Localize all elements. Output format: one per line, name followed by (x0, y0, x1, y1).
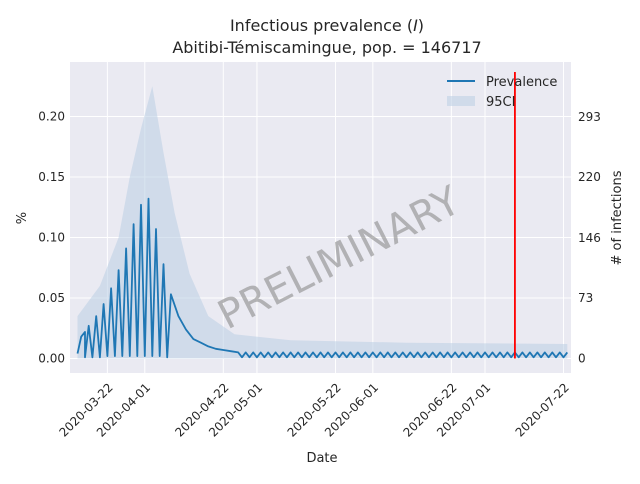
y2-tick-label: 73 (578, 291, 593, 305)
legend-ci-label: 95CI (486, 95, 515, 110)
chart-title: Infectious prevalence (I) (230, 16, 424, 35)
y2-tick-labels: 0 73 146 220 293 (578, 110, 601, 366)
x-axis-label: Date (306, 451, 337, 466)
y-axis-label: % (15, 212, 30, 224)
ci-band (77, 86, 568, 359)
y-tick-label: 0.10 (38, 230, 65, 244)
y2-tick-label: 146 (578, 231, 601, 245)
title-symbol: I (413, 16, 418, 35)
y-tick-label: 0.20 (38, 109, 65, 123)
y2-tick-label: 293 (578, 110, 601, 124)
prevalence-line-layer (76, 197, 569, 359)
x-tick-label: 2020-07-22 (513, 380, 572, 439)
y-tick-label: 0.15 (38, 170, 65, 184)
y-tick-labels: 0.00 0.05 0.10 0.15 0.20 (38, 109, 65, 365)
y2-axis-label: # of infections (610, 170, 625, 265)
y2-tick-label: 220 (578, 170, 601, 184)
y2-tick-label: 0 (578, 351, 586, 365)
y-tick-label: 0.05 (38, 291, 65, 305)
legend: Prevalence 95CI (447, 75, 557, 110)
ci-band-layer (77, 86, 568, 359)
title-suffix: ) (418, 16, 424, 35)
prevalence-line (76, 197, 569, 359)
y-tick-label: 0.00 (38, 351, 65, 365)
chart-subtitle: Abitibi-Témiscamingue, pop. = 146717 (172, 38, 481, 57)
legend-ci-swatch (447, 96, 475, 106)
title-prefix: Infectious prevalence ( (230, 16, 413, 35)
legend-prevalence-label: Prevalence (486, 75, 557, 90)
